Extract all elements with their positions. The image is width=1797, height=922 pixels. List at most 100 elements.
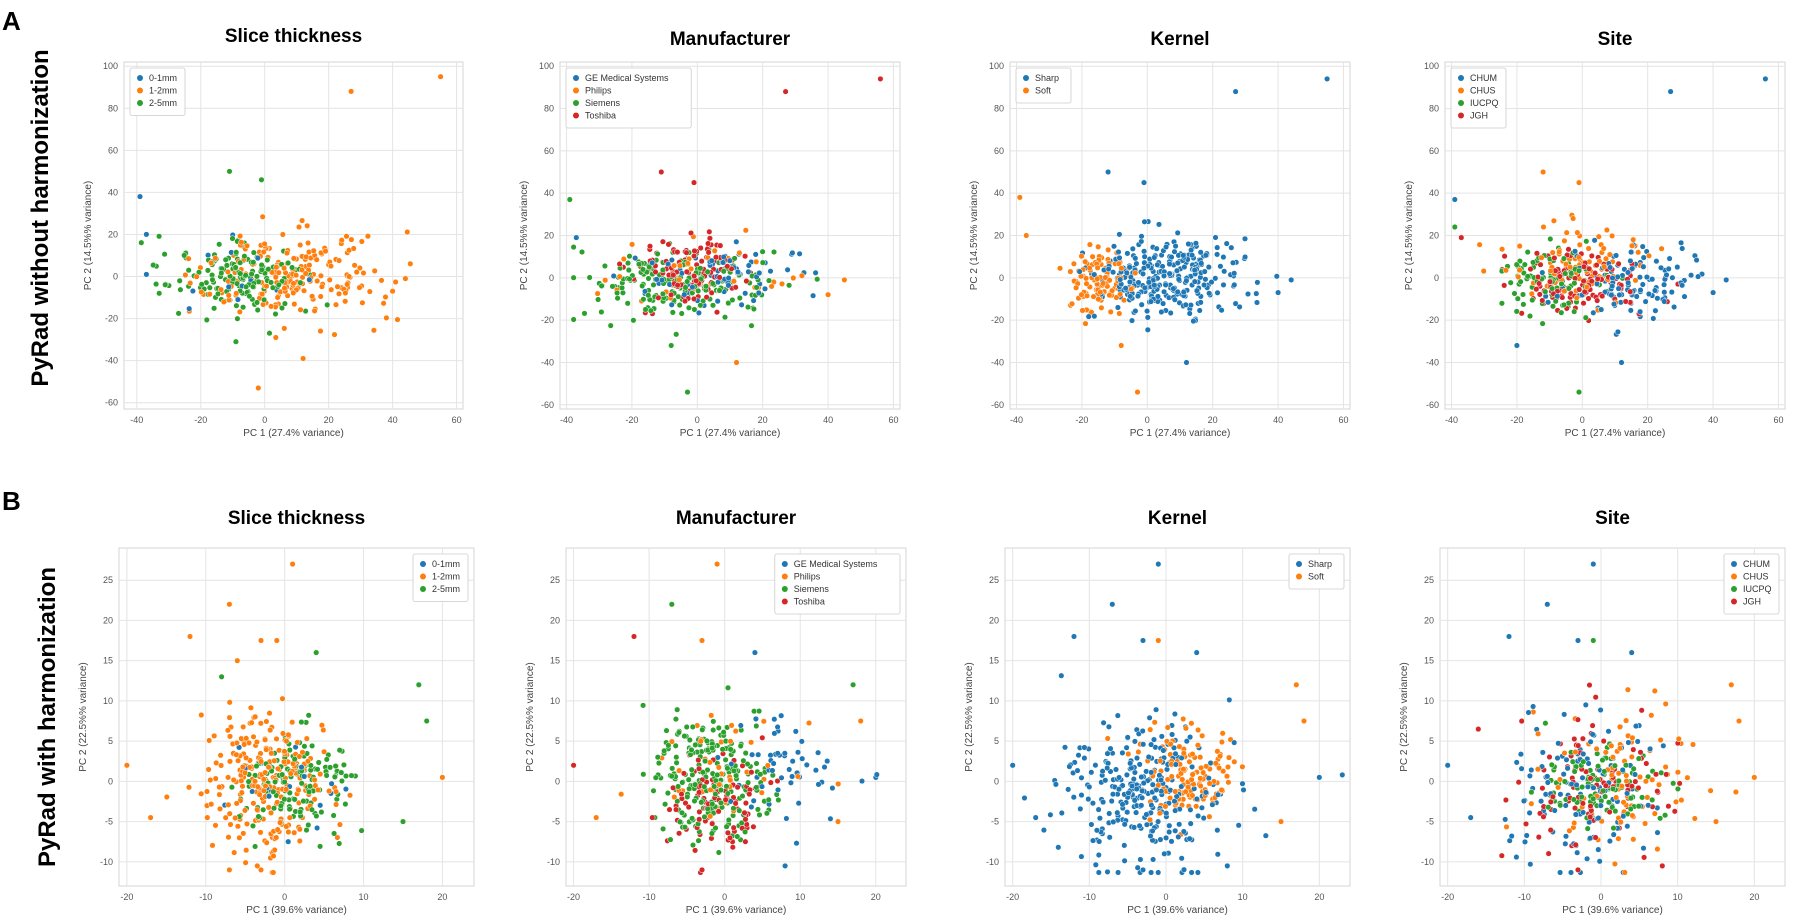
data-point — [614, 295, 621, 302]
y-axis-label: PC 2 (22.5%% variance) — [1399, 662, 1410, 772]
data-point — [1124, 734, 1131, 741]
data-point — [242, 859, 249, 866]
data-point — [256, 791, 263, 798]
data-point — [1212, 760, 1219, 767]
data-point — [1654, 788, 1661, 795]
data-point — [265, 266, 272, 273]
data-point — [1588, 278, 1595, 285]
data-point — [327, 764, 334, 771]
data-point — [1671, 808, 1678, 815]
data-point — [1554, 755, 1561, 762]
data-point — [713, 309, 721, 316]
data-point — [338, 237, 345, 244]
data-point — [775, 796, 782, 804]
data-point — [1526, 772, 1533, 779]
data-point — [1594, 275, 1601, 283]
data-point — [685, 776, 692, 783]
data-point — [336, 747, 343, 754]
data-point — [1214, 289, 1221, 296]
data-point — [1194, 869, 1201, 876]
data-point — [741, 809, 748, 816]
data-point — [682, 284, 689, 291]
data-point — [291, 756, 298, 763]
data-point — [1515, 779, 1522, 786]
data-point — [1172, 807, 1179, 814]
x-axis-label: PC 1 (27.4% variance) — [1130, 428, 1231, 439]
x-tick-label: -20 — [120, 892, 133, 902]
data-point — [618, 791, 625, 798]
y-tick-label: 20 — [1424, 615, 1434, 625]
data-point — [752, 715, 759, 722]
data-point — [1180, 828, 1187, 835]
data-point — [283, 786, 290, 793]
data-point — [645, 292, 652, 299]
data-point — [1148, 769, 1155, 776]
data-point — [225, 292, 232, 299]
data-point — [601, 262, 608, 270]
data-point — [1602, 749, 1609, 756]
data-point — [255, 384, 262, 392]
data-point — [253, 299, 261, 306]
data-point — [620, 255, 627, 263]
data-point — [789, 249, 796, 256]
legend-label: Sharp — [1308, 559, 1332, 569]
data-point — [750, 823, 757, 830]
data-point — [162, 281, 169, 288]
data-point — [778, 712, 785, 719]
data-point — [1107, 308, 1114, 315]
data-point — [1195, 812, 1202, 819]
data-point — [356, 264, 363, 272]
data-point — [650, 281, 657, 288]
data-point — [1178, 783, 1185, 790]
chart-title: Kernel — [1148, 508, 1207, 529]
data-point — [668, 301, 675, 308]
data-point — [314, 786, 322, 793]
legend-label: IUCPQ — [1470, 98, 1499, 108]
y-tick-label: 5 — [555, 736, 560, 746]
data-point — [598, 308, 605, 316]
data-point — [581, 310, 588, 317]
data-point — [1088, 821, 1095, 828]
data-point — [1502, 267, 1509, 274]
data-point — [1542, 288, 1549, 295]
data-point — [1652, 307, 1659, 314]
x-tick-label: 10 — [1673, 892, 1683, 902]
data-point — [1593, 745, 1600, 752]
data-point — [1600, 787, 1607, 794]
data-point — [784, 266, 791, 273]
data-point — [698, 637, 706, 644]
data-point — [658, 168, 665, 176]
data-point — [709, 745, 716, 752]
data-point — [1620, 813, 1627, 820]
data-point — [727, 777, 734, 784]
data-point — [1547, 827, 1554, 834]
data-point — [185, 784, 193, 791]
data-point — [138, 239, 145, 246]
y-tick-label: 80 — [1429, 104, 1439, 114]
data-point — [243, 820, 251, 827]
x-tick-label: -10 — [643, 892, 656, 902]
data-point — [265, 804, 272, 811]
data-point — [756, 811, 763, 818]
data-point — [1567, 264, 1574, 271]
y-tick-label: 20 — [103, 615, 113, 625]
data-point — [681, 733, 688, 740]
data-point — [1615, 285, 1622, 292]
y-tick-label: -60 — [1426, 400, 1439, 410]
data-point — [1202, 789, 1209, 796]
data-point — [241, 253, 248, 260]
data-point — [1592, 270, 1599, 277]
y-tick-label: 15 — [1424, 656, 1434, 666]
row-b-label: PyRad with harmonization — [34, 567, 61, 867]
data-point — [1095, 806, 1102, 813]
data-point — [1642, 820, 1649, 827]
data-point — [1021, 794, 1028, 802]
data-point — [756, 708, 763, 715]
y-tick-label: 5 — [1429, 736, 1434, 746]
y-tick-label: 20 — [108, 229, 118, 239]
data-point — [1615, 260, 1622, 267]
data-point — [1547, 267, 1554, 274]
data-point — [742, 838, 749, 845]
